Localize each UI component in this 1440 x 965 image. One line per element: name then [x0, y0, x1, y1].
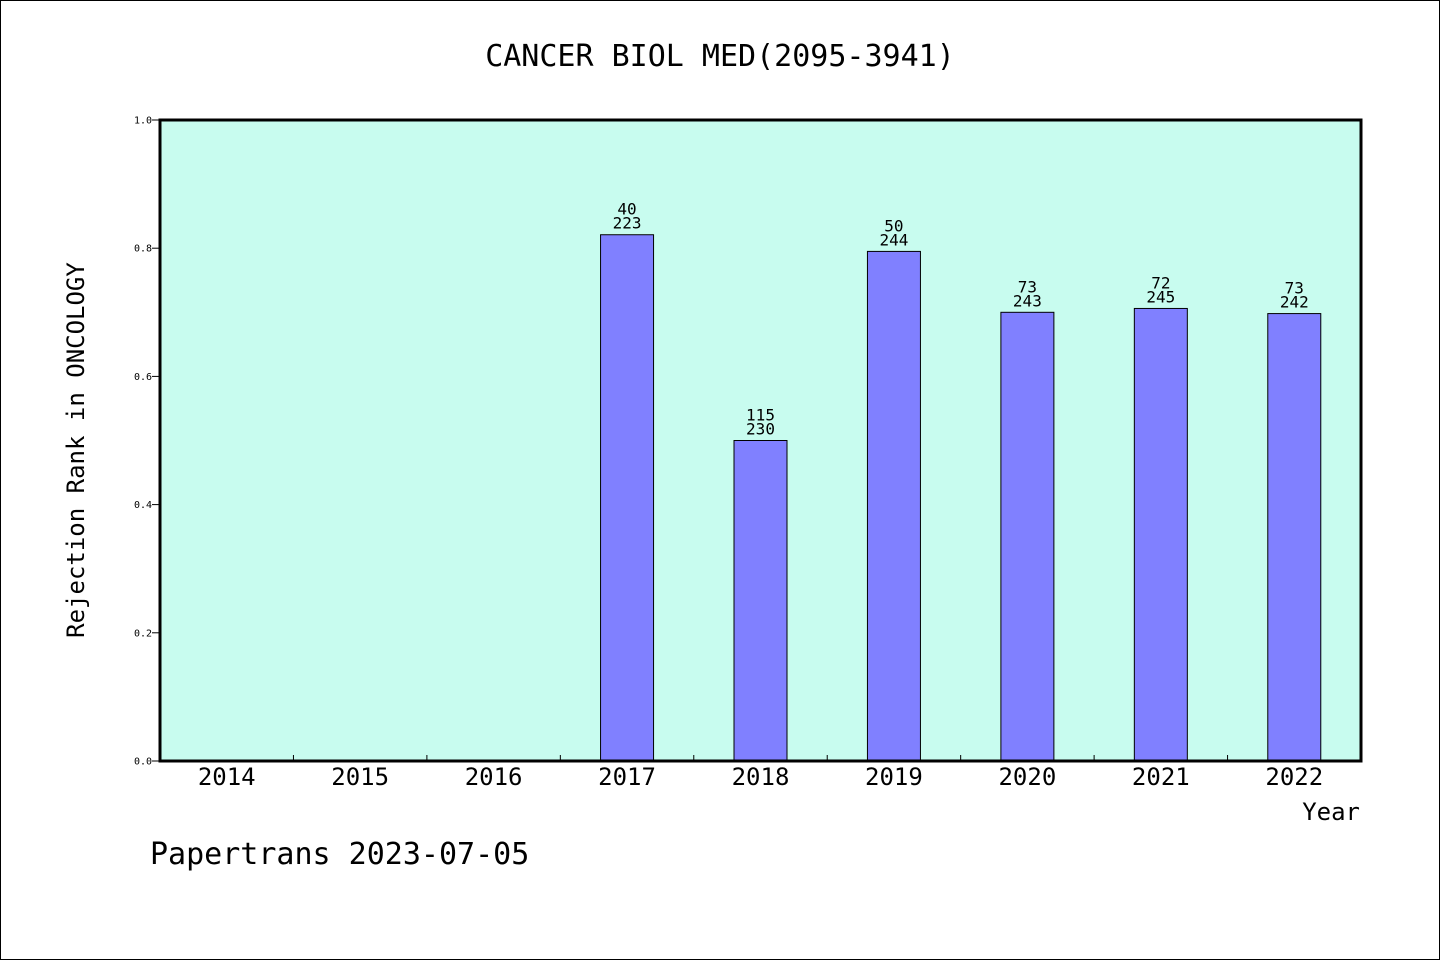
bar-2022 [1267, 313, 1322, 762]
y-tick-label: 0.0 [134, 757, 152, 768]
bar-2018 [733, 440, 788, 762]
x-tick-label: 2022 [1265, 763, 1323, 791]
plot-frame [158, 118, 1363, 763]
bar-total-label: 245 [1146, 287, 1175, 306]
bar-2019 [866, 250, 921, 762]
bar-rank-label: 115 [746, 406, 775, 425]
bar-total-label: 223 [613, 214, 642, 233]
x-tick-label: 2016 [465, 763, 523, 791]
chart-title: CANCER BIOL MED(2095-3941) [485, 39, 955, 74]
bar-total-label: 230 [746, 420, 775, 439]
bar-rank-label: 50 [884, 216, 903, 235]
x-tick-label: 2017 [598, 763, 656, 791]
bar-rank-label: 73 [1285, 279, 1304, 298]
bar-total-label: 242 [1280, 293, 1309, 312]
x-tick-label: 2019 [865, 763, 923, 791]
bar-2021 [1133, 307, 1188, 762]
bar-rank-label: 40 [617, 200, 636, 219]
y-axis-label: Rejection Rank in ONCOLOGY [62, 262, 90, 638]
x-tick-label: 2020 [998, 763, 1056, 791]
y-tick-label: 0.6 [134, 372, 152, 383]
axes-group: 0.0 0.2 0.4 0.6 0.8 1.0 2014 2015 2016 2017 2018 20… [134, 116, 1323, 792]
bar-2020 [1000, 311, 1055, 762]
x-tick-label: 2014 [198, 763, 256, 791]
y-tick-label: 0.2 [134, 628, 152, 639]
bar-total-label: 243 [1013, 291, 1042, 310]
bar-rank-label: 72 [1151, 273, 1170, 292]
x-tick-label: 2015 [331, 763, 389, 791]
y-tick-label: 0.8 [134, 244, 152, 255]
x-tick-label: 2021 [1132, 763, 1190, 791]
x-tick-label: 2018 [732, 763, 790, 791]
y-tick-label: 0.4 [134, 500, 152, 511]
x-axis-label: Year [1302, 798, 1360, 826]
bar-total-label: 244 [879, 230, 908, 249]
bar-rank-label: 73 [1018, 277, 1037, 296]
footer-credit: Papertrans 2023-07-05 [150, 837, 529, 872]
bar-2017 [600, 234, 655, 762]
y-tick-label: 1.0 [134, 116, 152, 127]
